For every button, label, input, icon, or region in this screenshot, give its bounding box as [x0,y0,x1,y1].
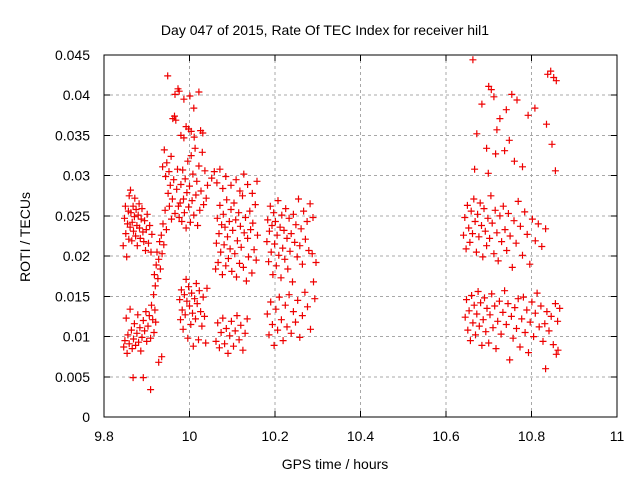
y-axis-label: ROTI / TECUs [17,192,33,282]
y-tick-label: 0.015 [55,288,90,304]
chart-title: Day 047 of 2015, Rate Of TEC Index for r… [161,22,489,38]
x-tick-label: 10.8 [518,428,545,444]
y-tick-label: 0.03 [63,168,90,184]
tick-labels: 9.8 10 10.2 10.4 10.6 10.8 11 0 0.005 0.01 0.015 0.… [55,47,625,444]
x-axis-label: GPS time / hours [282,456,389,472]
scatter-points [119,56,564,394]
y-tick-label: 0.02 [63,248,90,264]
data-point-markers [119,56,564,394]
x-tick-label: 11 [610,428,625,444]
tick-marks [103,54,618,418]
x-tick-label: 10.2 [261,428,288,444]
x-tick-label: 10.6 [432,428,459,444]
y-tick-label: 0 [82,409,90,425]
y-tick-label: 0.025 [55,208,90,224]
y-tick-label: 0.005 [55,369,90,385]
grid-path [104,55,617,417]
gridlines [104,55,617,417]
y-tick-label: 0.035 [55,127,90,143]
y-tick-label: 0.01 [63,329,90,345]
axes-border-and-ticks [103,54,618,418]
y-tick-label: 0.04 [63,87,90,103]
x-tick-label: 10.4 [347,428,374,444]
y-tick-label: 0.045 [55,47,90,63]
x-tick-label: 10 [182,428,198,444]
x-tick-label: 9.8 [94,428,114,444]
